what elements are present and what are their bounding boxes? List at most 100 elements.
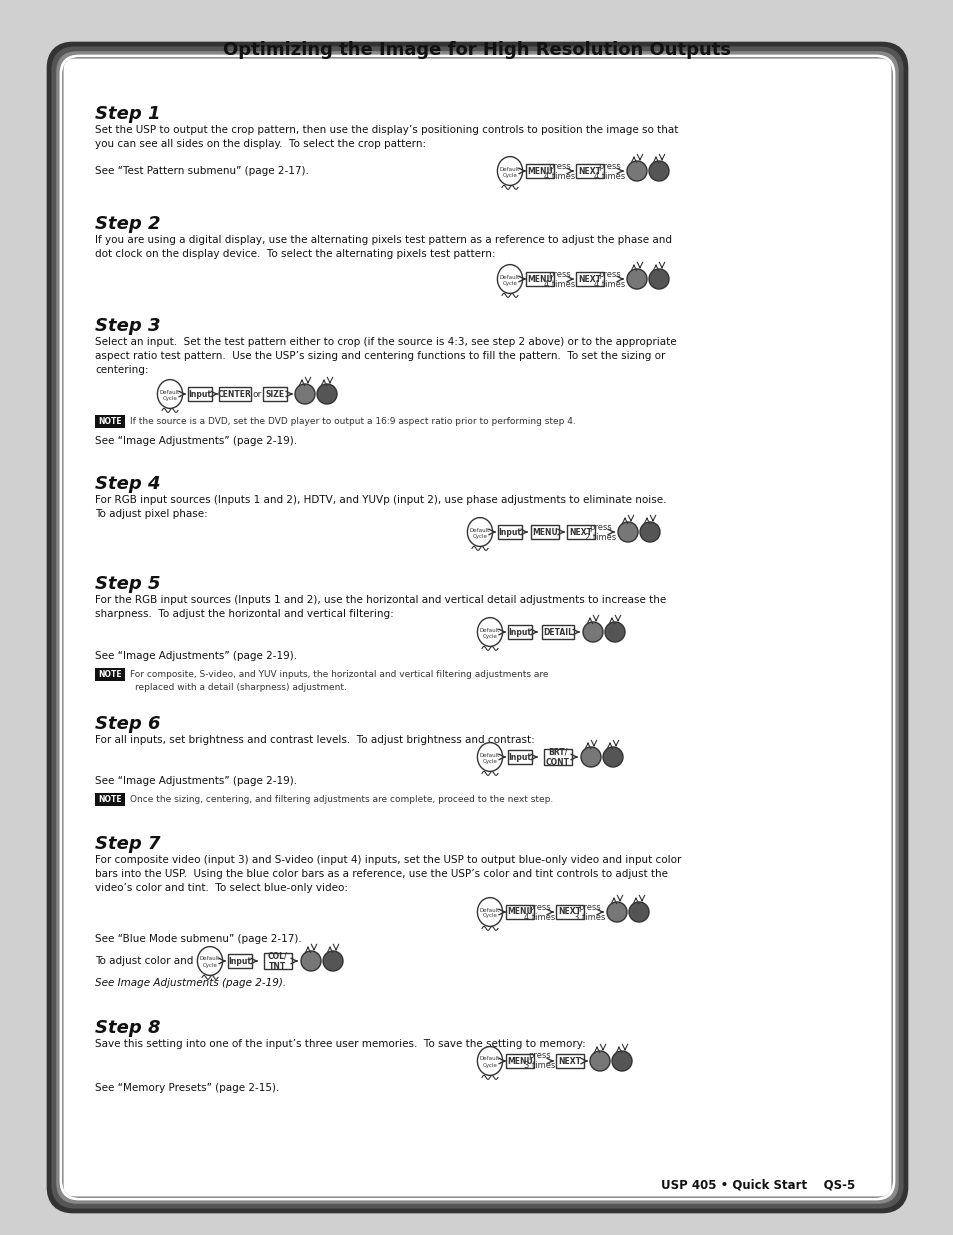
FancyBboxPatch shape [95, 415, 125, 427]
Text: For composite, S-video, and YUV inputs, the horizontal and vertical filtering ad: For composite, S-video, and YUV inputs, … [130, 669, 548, 678]
Text: Optimizing the Image for High Resolution Outputs: Optimizing the Image for High Resolution… [223, 41, 730, 59]
Text: DETAIL: DETAIL [542, 627, 573, 636]
Circle shape [626, 161, 646, 182]
Text: Cycle: Cycle [482, 1062, 497, 1067]
Text: To adjust color and tint:: To adjust color and tint: [95, 956, 218, 966]
FancyBboxPatch shape [507, 625, 532, 638]
Text: Cycle: Cycle [482, 634, 497, 638]
Text: See “Image Adjustments” (page 2-19).: See “Image Adjustments” (page 2-19). [95, 651, 296, 661]
Text: 4 times: 4 times [594, 172, 625, 180]
FancyBboxPatch shape [525, 164, 554, 178]
Text: NOTE: NOTE [98, 669, 122, 678]
FancyBboxPatch shape [543, 748, 572, 764]
Text: Set the USP to output the crop pattern, then use the display’s positioning contr: Set the USP to output the crop pattern, … [95, 125, 678, 149]
Text: MENU: MENU [532, 527, 558, 536]
FancyBboxPatch shape [228, 953, 252, 968]
Circle shape [604, 622, 624, 642]
Text: press: press [598, 162, 620, 170]
Text: Step 1: Step 1 [95, 105, 160, 124]
Text: Cycle: Cycle [472, 534, 487, 538]
Circle shape [639, 522, 659, 542]
Text: Input: Input [508, 627, 531, 636]
Text: press: press [528, 1051, 551, 1061]
FancyBboxPatch shape [497, 525, 521, 538]
Text: or: or [253, 389, 261, 399]
Text: Default: Default [479, 752, 499, 757]
Text: 2 times: 2 times [585, 532, 616, 541]
FancyBboxPatch shape [576, 164, 603, 178]
Text: Cycle: Cycle [202, 962, 217, 967]
FancyBboxPatch shape [264, 953, 292, 969]
FancyBboxPatch shape [505, 905, 534, 919]
Text: Default: Default [479, 908, 499, 913]
Text: Cycle: Cycle [482, 914, 497, 919]
FancyBboxPatch shape [531, 525, 558, 538]
Circle shape [582, 622, 602, 642]
Text: See “Image Adjustments” (page 2-19).: See “Image Adjustments” (page 2-19). [95, 436, 296, 446]
Text: 4 times: 4 times [524, 913, 555, 921]
Ellipse shape [497, 264, 522, 294]
Text: press: press [528, 903, 551, 911]
Text: See “Test Pattern submenu” (page 2-17).: See “Test Pattern submenu” (page 2-17). [95, 165, 309, 177]
Text: See “Memory Presets” (page 2-15).: See “Memory Presets” (page 2-15). [95, 1083, 279, 1093]
Ellipse shape [476, 618, 502, 646]
FancyBboxPatch shape [566, 525, 595, 538]
Text: Default: Default [160, 389, 180, 394]
Text: SIZE: SIZE [265, 389, 284, 399]
Text: Step 3: Step 3 [95, 317, 160, 335]
Text: NOTE: NOTE [98, 416, 122, 426]
Text: MENU: MENU [527, 274, 553, 284]
Text: press: press [548, 162, 571, 170]
Text: Cycle: Cycle [482, 758, 497, 763]
Text: MENU: MENU [507, 1056, 533, 1066]
FancyBboxPatch shape [263, 387, 287, 401]
Text: Default: Default [470, 527, 490, 532]
FancyBboxPatch shape [505, 1053, 534, 1068]
Circle shape [580, 747, 600, 767]
Text: Step 4: Step 4 [95, 475, 160, 493]
Text: 4 times: 4 times [544, 279, 575, 289]
Text: 3 times: 3 times [574, 913, 605, 921]
Text: See “Image Adjustments” (page 2-19).: See “Image Adjustments” (page 2-19). [95, 776, 296, 785]
Text: 4 times: 4 times [544, 172, 575, 180]
Ellipse shape [497, 157, 522, 185]
Text: press: press [578, 903, 600, 911]
Circle shape [612, 1051, 631, 1071]
Text: Default: Default [499, 167, 519, 172]
Text: 3 times: 3 times [524, 1062, 555, 1071]
Text: NEXT: NEXT [558, 908, 581, 916]
Circle shape [618, 522, 638, 542]
Text: If the source is a DVD, set the DVD player to output a 16:9 aspect ratio prior t: If the source is a DVD, set the DVD play… [130, 416, 576, 426]
Text: For the RGB input sources (Inputs 1 and 2), use the horizontal and vertical deta: For the RGB input sources (Inputs 1 and … [95, 595, 665, 619]
Text: press: press [548, 269, 571, 279]
Text: replaced with a detail (sharpness) adjustment.: replaced with a detail (sharpness) adjus… [135, 683, 347, 692]
Text: Input: Input [189, 389, 212, 399]
Text: press: press [589, 522, 612, 531]
Ellipse shape [157, 379, 182, 409]
Text: If you are using a digital display, use the alternating pixels test pattern as a: If you are using a digital display, use … [95, 235, 671, 259]
Text: Default: Default [499, 274, 519, 279]
Text: BRT/
CONT: BRT/ CONT [545, 747, 569, 767]
FancyBboxPatch shape [188, 387, 212, 401]
Text: Cycle: Cycle [502, 280, 517, 285]
FancyBboxPatch shape [95, 667, 125, 680]
Text: Input: Input [229, 956, 252, 966]
Text: Cycle: Cycle [162, 395, 177, 400]
Ellipse shape [467, 517, 492, 546]
Circle shape [602, 747, 622, 767]
Text: NEXT: NEXT [558, 1056, 581, 1066]
FancyBboxPatch shape [556, 1053, 583, 1068]
FancyBboxPatch shape [525, 272, 554, 287]
Text: NEXT: NEXT [569, 527, 592, 536]
Circle shape [628, 902, 648, 923]
Text: COL/
TNT: COL/ TNT [268, 951, 288, 971]
FancyBboxPatch shape [507, 750, 532, 764]
Text: Select an input.  Set the test pattern either to crop (if the source is 4:3, see: Select an input. Set the test pattern ei… [95, 337, 676, 375]
Text: MENU: MENU [507, 908, 533, 916]
Text: Step 6: Step 6 [95, 715, 160, 734]
Text: Step 5: Step 5 [95, 576, 160, 593]
Text: Step 2: Step 2 [95, 215, 160, 233]
Text: Step 7: Step 7 [95, 835, 160, 853]
Circle shape [589, 1051, 609, 1071]
Circle shape [648, 161, 668, 182]
